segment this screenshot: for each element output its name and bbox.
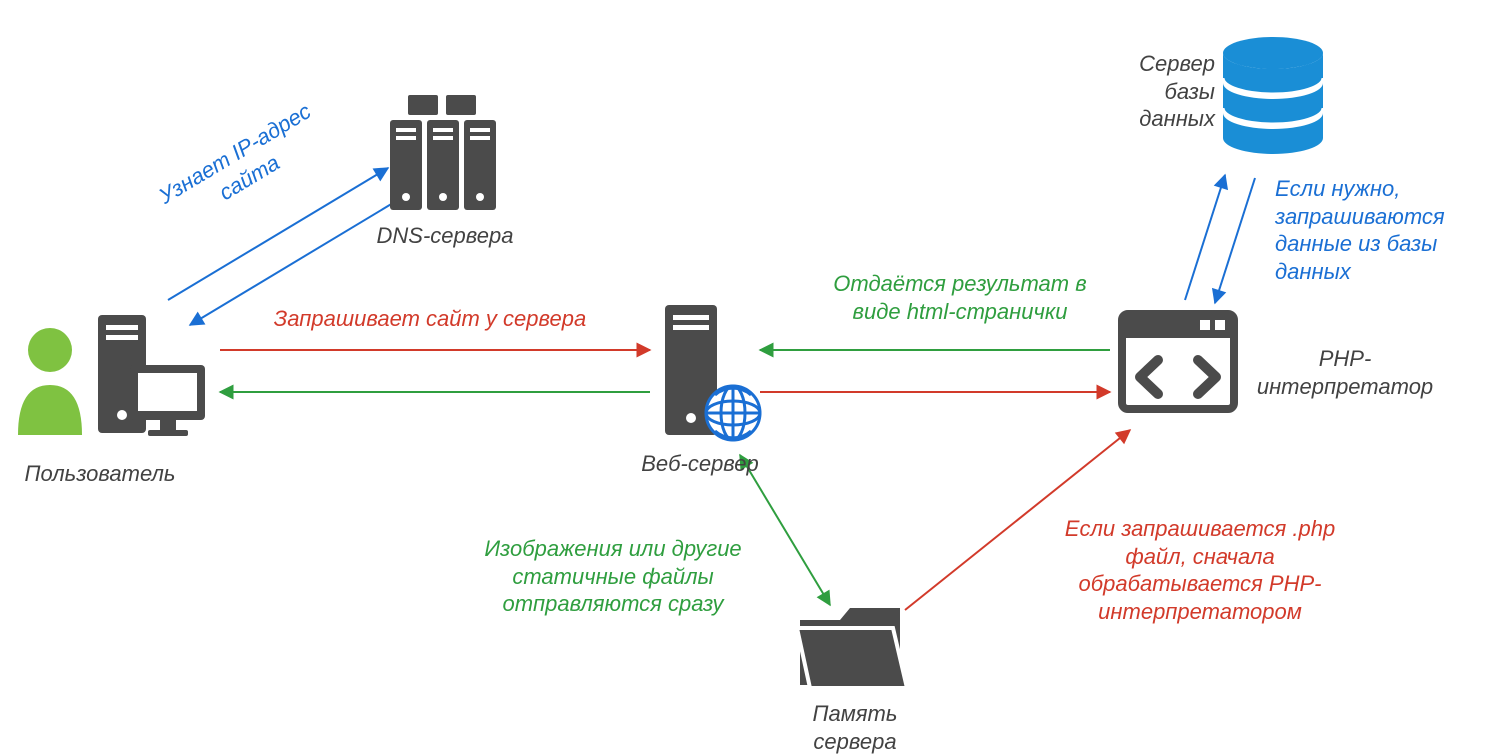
database-icon: [1218, 35, 1328, 160]
edge-label-php-db: Если нужно, запрашиваются данные из базы…: [1275, 175, 1485, 285]
edge-label-web-memory: Изображения или другие статичные файлы о…: [468, 535, 758, 618]
edge-label-user-web-request: Запрашивает сайт у сервера: [255, 305, 605, 333]
database-label: Сервер базы данных: [1095, 50, 1215, 133]
php-interpreter-icon: [1118, 310, 1238, 425]
php-label: PHP- интерпретатор: [1245, 345, 1445, 400]
web-server-icon: [655, 300, 765, 455]
server-memory-icon: [795, 600, 910, 705]
edge-label-memory-php: Если запрашивается .php файл, сначала об…: [1055, 515, 1345, 625]
web-request-flow-diagram: Пользователь DNS-сервера Веб-сервер PHP-…: [0, 0, 1486, 755]
web-server-label: Веб-сервер: [620, 450, 780, 478]
memory-label: Память сервера: [780, 700, 930, 755]
edge-label-web-php-response: Отдаётся результат в виде html-странички: [820, 270, 1100, 325]
dns-servers-icon: [388, 95, 498, 220]
edge-label-user-dns: Узнает IP-адрес сайта: [134, 85, 351, 245]
arrow-php-to-db: [1185, 175, 1225, 300]
arrow-db-to-php: [1215, 178, 1255, 303]
user-icon: [10, 295, 210, 460]
user-label: Пользователь: [5, 460, 195, 488]
dns-label: DNS-сервера: [365, 222, 525, 250]
